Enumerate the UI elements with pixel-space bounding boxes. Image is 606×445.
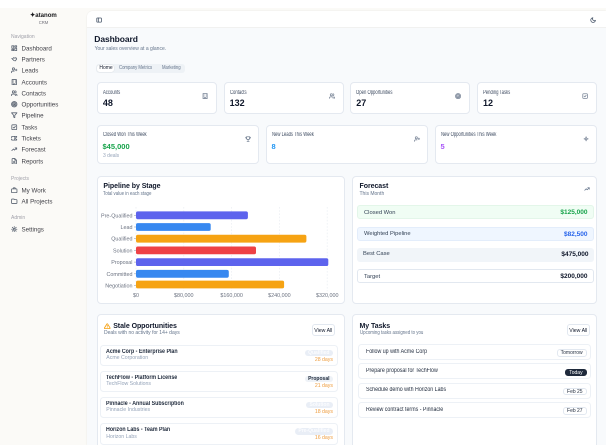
svg-text:Pre-Qualified: Pre-Qualified bbox=[101, 213, 132, 219]
svg-text:Lead: Lead bbox=[121, 225, 133, 231]
svg-text:$160,000: $160,000 bbox=[220, 293, 242, 299]
svg-text:$0: $0 bbox=[133, 293, 139, 299]
svg-text:Negotiation: Negotiation bbox=[105, 284, 132, 290]
svg-text:Proposal: Proposal bbox=[111, 260, 132, 266]
svg-text:Committed: Committed bbox=[106, 272, 132, 278]
svg-text:$320,000: $320,000 bbox=[316, 293, 338, 299]
svg-text:$240,000: $240,000 bbox=[268, 293, 290, 299]
svg-text:Qualified: Qualified bbox=[111, 237, 132, 243]
svg-text:$80,000: $80,000 bbox=[174, 293, 194, 299]
svg-text:Solution: Solution bbox=[113, 248, 132, 254]
